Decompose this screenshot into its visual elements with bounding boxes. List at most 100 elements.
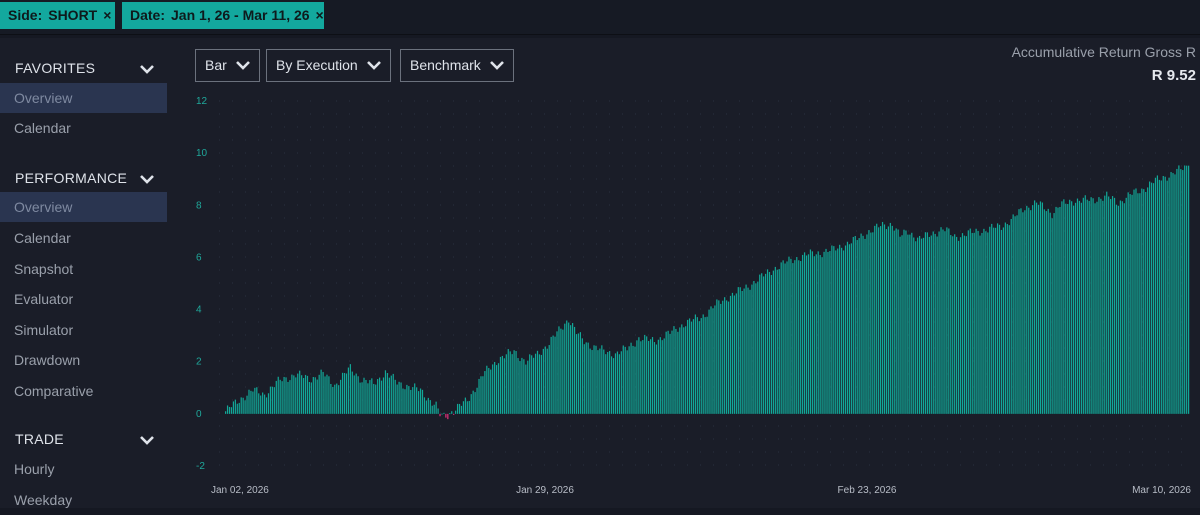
close-icon[interactable]: × [103,7,112,23]
bar [458,403,461,414]
bar [1026,205,1028,414]
bar [332,386,334,414]
bar [536,350,539,414]
bar [258,393,260,414]
bar [724,297,726,414]
bar [322,371,324,414]
bar [552,335,554,414]
sidebar-item-simulator[interactable]: Simulator [14,322,74,338]
bar [503,358,505,414]
bar [410,389,412,414]
filter-bar: Side: SHORT × Date: Jan 1, 26 - Mar 11, 26 × [0,0,1200,35]
sidebar-item-calendar[interactable]: Calendar [14,120,71,136]
bar [1133,189,1135,414]
bar [349,364,351,414]
bar [1104,195,1106,414]
bar [1135,188,1137,414]
sidebar-item-calendar[interactable]: Calendar [14,230,71,246]
benchmark-dropdown[interactable]: Benchmark [400,49,514,82]
bar [435,401,437,414]
bar [519,361,521,414]
bar [260,395,262,414]
bar [768,271,771,414]
bar [462,401,465,414]
bar [451,411,453,414]
bar [737,287,739,414]
bar [248,389,250,414]
chevron-down-icon[interactable] [139,172,155,186]
bar [359,382,361,414]
bar [314,377,316,414]
close-icon[interactable]: × [315,7,324,23]
chart-type-dropdown[interactable]: Bar [195,49,260,82]
bar [591,350,593,414]
bar [527,360,529,414]
bar [817,251,819,414]
bar [1145,191,1147,414]
bar [710,306,712,414]
bar [490,369,492,414]
bar [599,348,601,414]
bar [375,384,377,414]
bar [1061,201,1063,414]
bar [1008,225,1010,414]
grouping-dropdown[interactable]: By Execution [266,49,391,82]
sidebar-item-drawdown[interactable]: Drawdown [14,352,81,368]
bar [706,316,708,414]
y-tick-label: 0 [196,409,202,420]
bar [472,390,474,414]
bar [357,376,359,414]
bar [971,232,973,414]
bar [848,244,851,414]
bar [899,236,901,414]
bar [928,236,930,414]
bar [889,222,891,414]
bar [956,236,958,414]
sidebar-item-overview[interactable]: Overview [0,192,167,222]
sidebar-item-overview[interactable]: Overview [0,83,167,113]
bar [575,334,578,414]
bar [566,320,568,414]
chevron-down-icon[interactable] [139,62,155,76]
sidebar-section-favorites[interactable]: FAVORITES [15,60,167,80]
bar [1119,200,1121,414]
bar [1076,198,1079,414]
sidebar-item-comparative[interactable]: Comparative [14,383,94,399]
bar [1108,196,1110,414]
bar [1063,199,1065,414]
filter-chip-date[interactable]: Date: Jan 1, 26 - Mar 11, 26 × [122,2,324,29]
bar [1131,194,1133,414]
sidebar-item-hourly[interactable]: Hourly [14,461,55,477]
bar [1170,172,1172,414]
bar [725,300,728,414]
sidebar-item-weekday[interactable]: Weekday [14,492,73,508]
bar [515,351,517,414]
bar [402,388,404,414]
bar [764,273,767,414]
bar [926,232,928,414]
bar [803,252,806,414]
sidebar-item-evaluator[interactable]: Evaluator [14,291,74,307]
sidebar-item-snapshot[interactable]: Snapshot [14,261,74,277]
bar [718,300,720,414]
bar [831,245,833,414]
bar [649,339,652,414]
bar [326,374,328,414]
bar [1182,170,1184,414]
bar [1164,176,1166,414]
filter-chip-side[interactable]: Side: SHORT × [0,2,115,29]
bar [677,331,679,414]
bar [240,397,242,414]
bar [404,389,406,414]
bar [991,223,993,414]
bar [829,251,831,414]
bar [936,236,938,414]
sidebar-section-performance[interactable]: PERFORMANCE [15,170,167,190]
bar [470,394,472,414]
bar [1113,197,1116,414]
bar [802,254,804,414]
sidebar-section-trade[interactable]: TRADE [15,431,167,451]
bar [858,238,860,414]
bar [341,372,344,414]
chevron-down-icon[interactable] [139,433,155,447]
